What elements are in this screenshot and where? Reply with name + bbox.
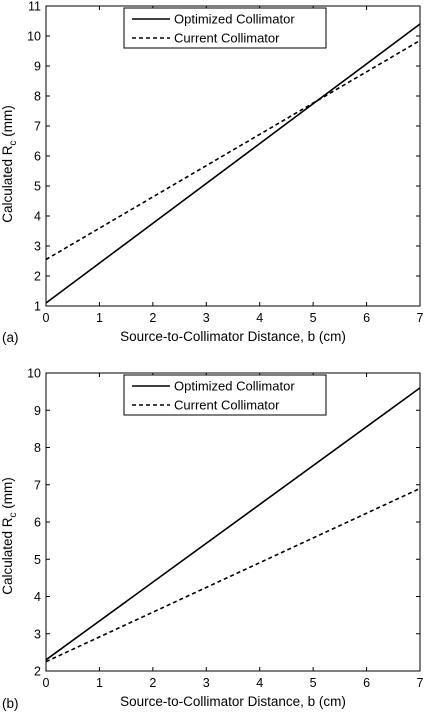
- y-tick-label-a: 8: [34, 90, 41, 104]
- y-tick-label-b: 10: [27, 367, 41, 381]
- y-tick-label-a: 2: [34, 270, 41, 284]
- legend-a: Optimized Collimator Current Collimator: [123, 7, 327, 49]
- x-tick-label-b: 2: [149, 676, 156, 690]
- x-tick-label-b: 0: [43, 676, 50, 690]
- x-tick-label-b: 6: [363, 676, 370, 690]
- y-tick-label-b: 7: [34, 478, 41, 492]
- x-tick-label-b: 1: [96, 676, 103, 690]
- plot-frame-b: [45, 372, 421, 672]
- series-line-optimized-a: [45, 23, 421, 304]
- y-tick-label-a: 11: [28, 0, 41, 14]
- x-tick-label-b: 4: [256, 676, 263, 690]
- legend-label-a: Optimized Collimator: [174, 12, 295, 27]
- y-tick-label-b: 2: [34, 665, 41, 679]
- y-axis-title-a: Calculated Rc (mm): [0, 105, 19, 223]
- y-tick-label-a: 5: [34, 180, 41, 194]
- legend-label-b: Optimized Collimator: [174, 379, 295, 394]
- series-line-current-a: [45, 39, 421, 261]
- y-tick-label-a: 10: [27, 30, 41, 44]
- y-tick-label-a: 9: [34, 60, 41, 74]
- y-tick-label-b: 9: [34, 404, 41, 418]
- y-tick-label-a: 4: [34, 210, 41, 224]
- legend-box-a: [123, 7, 327, 49]
- legend-label-a: Current Collimator: [174, 31, 280, 46]
- legend-b: Optimized Collimator Current Collimator: [123, 374, 327, 416]
- y-tick-label-b: 4: [34, 590, 41, 604]
- panel-label-a: (a): [2, 330, 19, 345]
- legend-label-b: Current Collimator: [174, 398, 280, 413]
- y-tick-label-b: 6: [34, 516, 41, 530]
- x-tick-label-a: 3: [203, 311, 210, 325]
- y-tick-label-b: 3: [34, 627, 41, 641]
- plot-area-b: 0 1 2 3 4 5 6 7 2 3 4 5 6 7 8 9 10 Optimized Collimator Cu…: [27, 367, 423, 691]
- series-line-current-b: [45, 487, 421, 663]
- y-tick-label-b: 5: [34, 553, 41, 567]
- x-tick-label-a: 5: [310, 311, 317, 325]
- x-tick-label-a: 0: [43, 311, 50, 325]
- chart-panel-b: 0 1 2 3 4 5 6 7 2 3 4 5 6 7 8 9 10 Optimized Collimator Cu…: [0, 367, 424, 712]
- y-tick-label-a: 6: [34, 150, 41, 164]
- x-tick-label-a: 2: [149, 311, 156, 325]
- x-tick-label-a: 7: [417, 311, 424, 325]
- y-tick-label-a: 1: [34, 300, 41, 314]
- x-tick-label-b: 5: [310, 676, 317, 690]
- x-tick-label-b: 3: [203, 676, 210, 690]
- x-tick-label-b: 7: [417, 676, 424, 690]
- y-tick-label-a: 7: [34, 120, 41, 134]
- series-line-optimized-b: [45, 387, 421, 661]
- x-tick-label-a: 4: [256, 311, 263, 325]
- x-tick-label-a: 1: [96, 311, 103, 325]
- y-tick-label-a: 3: [34, 240, 41, 254]
- x-axis-title-a: Source-to-Collimator Distance, b (cm): [120, 329, 346, 344]
- y-tick-label-b: 8: [34, 441, 41, 455]
- y-axis-title-b: Calculated Rc (mm): [0, 477, 19, 595]
- legend-box-b: [123, 374, 327, 416]
- x-axis-title-b: Source-to-Collimator Distance, b (cm): [120, 694, 346, 709]
- x-tick-label-a: 6: [363, 311, 370, 325]
- panel-label-b: (b): [2, 696, 19, 711]
